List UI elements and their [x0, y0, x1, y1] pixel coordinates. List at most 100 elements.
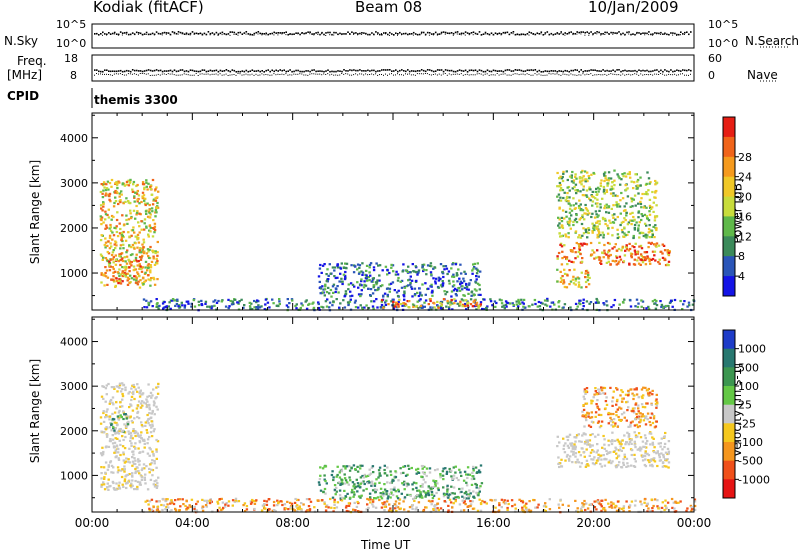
velocity-cell [347, 483, 350, 486]
power-cell [452, 280, 455, 283]
noise-search-point [245, 33, 247, 35]
velocity-cell [446, 488, 449, 491]
noise-sky-point [191, 31, 194, 33]
power-cell [369, 274, 372, 277]
velocity-cell [424, 481, 427, 484]
power-cell [625, 214, 628, 217]
nave-point [434, 73, 436, 75]
power-cell [518, 300, 521, 303]
power-cell [479, 301, 483, 304]
power-cell [582, 188, 585, 191]
power-cell [156, 206, 160, 209]
power-cell [485, 306, 488, 310]
power-cell [629, 305, 633, 308]
power-cell [135, 213, 138, 216]
velocity-cell [595, 508, 598, 511]
velocity-cell [154, 483, 157, 486]
power-cell [584, 276, 587, 279]
noise-sky-point [608, 33, 610, 35]
velocity-cell [150, 420, 153, 423]
velocity-cell [643, 434, 647, 437]
power-cell [606, 224, 609, 227]
power-cell [679, 299, 682, 303]
power-cell [464, 302, 467, 306]
power-cell [604, 175, 607, 178]
power-cell [240, 298, 243, 301]
power-cell [489, 300, 493, 303]
power-colorbar-tick-label: 28 [738, 151, 752, 164]
velocity-cell [626, 462, 629, 465]
power-cell [596, 186, 600, 189]
power-cell [653, 298, 657, 302]
velocity-cell [365, 475, 368, 478]
power-cell [365, 264, 369, 267]
power-cell [120, 239, 123, 242]
power-cell [357, 272, 361, 275]
nave-point [410, 74, 412, 76]
power-cell [250, 308, 254, 311]
velocity-cell [134, 442, 137, 445]
freq-point [295, 69, 297, 72]
power-cell [636, 180, 639, 183]
velocity-cell [639, 500, 642, 503]
power-cell [403, 298, 406, 301]
freq-point [428, 69, 431, 71]
velocity-cell [127, 458, 130, 461]
power-cell [591, 195, 594, 198]
freq-point [478, 69, 481, 71]
power-cell [388, 290, 391, 293]
power-cell [634, 253, 637, 256]
power-cell [494, 305, 497, 308]
power-cell [163, 300, 166, 304]
power-cell [585, 195, 589, 198]
power-cell [561, 250, 564, 253]
velocity-cell [408, 506, 412, 509]
noise-sky-point [341, 33, 343, 35]
power-cell [664, 264, 668, 267]
power-cell [336, 276, 339, 279]
power-cell [290, 298, 294, 301]
velocity-cell [116, 471, 120, 474]
power-cell [301, 304, 304, 307]
velocity-cell [136, 480, 140, 483]
power-cell [557, 224, 560, 227]
velocity-cell [107, 382, 110, 386]
power-cell [596, 299, 599, 302]
power-cell [405, 304, 408, 307]
power-cell [642, 256, 645, 259]
power-cell [618, 255, 622, 258]
power-cell [305, 307, 309, 310]
velocity-cell [121, 398, 124, 401]
velocity-cell [145, 429, 148, 432]
power-cell [142, 238, 145, 241]
noise-sky-point [670, 32, 672, 34]
freq-point [618, 69, 620, 71]
noise-sky-point [596, 31, 598, 33]
power-cell [431, 294, 434, 297]
power-cell [413, 293, 417, 296]
power-cell [605, 300, 608, 303]
noise-sky-point [193, 32, 196, 35]
noise-sky-point [127, 33, 130, 36]
noise-sky-point [442, 31, 445, 33]
noise-sky-point [131, 32, 134, 34]
noise-search-point [361, 33, 363, 35]
velocity-cell [115, 488, 118, 491]
noise-search-point [313, 34, 315, 36]
power-cell [648, 198, 652, 201]
power-cell [645, 236, 648, 239]
velocity-cell [318, 483, 321, 486]
velocity-cell [627, 465, 630, 468]
velocity-cell [120, 430, 123, 433]
power-cell [127, 277, 131, 281]
noise-sky-point [438, 33, 441, 35]
noise-search-point [536, 33, 538, 35]
freq-point [550, 70, 553, 72]
power-cell [364, 284, 368, 287]
power-cell [593, 228, 596, 232]
power-cell [118, 181, 121, 184]
power-cell [149, 187, 152, 191]
power-cell [339, 272, 342, 275]
noise-sky-point [333, 31, 335, 34]
power-cell [119, 247, 122, 250]
